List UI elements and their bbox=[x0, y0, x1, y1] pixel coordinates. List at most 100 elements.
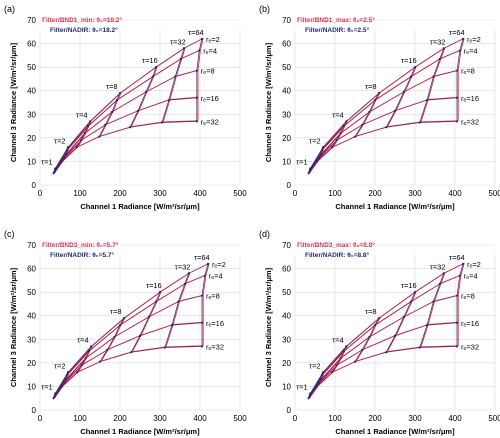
lut-node-marker bbox=[83, 132, 86, 135]
x-tick-label: 100 bbox=[73, 414, 87, 423]
tau-label: τ=16 bbox=[142, 56, 158, 65]
lut-node-marker bbox=[118, 324, 122, 327]
re-label: rₑ=4 bbox=[464, 272, 478, 281]
re-label: rₑ=8 bbox=[461, 292, 475, 301]
lut-node-marker bbox=[98, 360, 102, 363]
y-tick-label: 60 bbox=[27, 40, 36, 49]
lut-node-marker bbox=[174, 75, 177, 78]
tau-label: τ=32 bbox=[430, 37, 446, 46]
x-tick-label: 0 bbox=[38, 189, 43, 198]
lut-node-marker bbox=[342, 349, 345, 353]
chart-panel: (c)Filter/BND3_min: θ₀=5.7°Filter/NADIR:… bbox=[4, 229, 247, 436]
x-tick-label: 300 bbox=[153, 189, 167, 198]
lut-node-marker bbox=[52, 397, 55, 400]
panel-label: (b) bbox=[259, 4, 270, 14]
lut-node-marker bbox=[455, 120, 459, 123]
lut-node-marker bbox=[60, 385, 64, 388]
x-tick-label: 300 bbox=[408, 189, 422, 198]
y-tick-label: 20 bbox=[27, 134, 36, 143]
lut-node-marker bbox=[442, 272, 445, 275]
re-label: rₑ=2 bbox=[212, 260, 226, 269]
lut-node-marker bbox=[432, 300, 435, 303]
lut-node-marker bbox=[122, 316, 126, 320]
y-tick-label: 40 bbox=[27, 87, 36, 96]
lut-node-marker bbox=[455, 294, 459, 297]
lut-node-marker bbox=[425, 324, 429, 327]
tau-label: τ=64 bbox=[188, 28, 204, 37]
lut-node-marker bbox=[203, 274, 206, 277]
lut-node-marker bbox=[98, 135, 101, 138]
panel-label: (a) bbox=[4, 4, 15, 14]
re-label: rₑ=2 bbox=[206, 35, 220, 44]
lut-node-marker bbox=[418, 346, 421, 349]
y-tick-label: 40 bbox=[282, 87, 291, 96]
lut-node-marker bbox=[154, 66, 158, 69]
re-label: rₑ=16 bbox=[461, 94, 479, 103]
y-tick-label: 10 bbox=[27, 382, 36, 391]
re-curve-red bbox=[309, 345, 459, 398]
tau-label: τ=4 bbox=[77, 335, 89, 344]
lut-node-marker bbox=[331, 371, 334, 374]
lut-node-marker bbox=[315, 160, 319, 163]
lut-node-marker bbox=[321, 148, 324, 151]
x-tick-label: 0 bbox=[293, 414, 298, 423]
tau-label: τ=16 bbox=[146, 281, 162, 290]
lut-node-marker bbox=[455, 69, 459, 72]
re-curve-blue bbox=[309, 322, 458, 398]
x-tick-label: 100 bbox=[73, 189, 87, 198]
lut-node-marker bbox=[409, 300, 413, 303]
lut-node-marker bbox=[432, 75, 435, 78]
re-curve-red bbox=[54, 345, 204, 398]
re-curve-blue bbox=[308, 121, 458, 174]
re-curve-blue bbox=[308, 346, 458, 399]
lut-node-marker bbox=[438, 282, 441, 285]
tau-label: τ=4 bbox=[332, 335, 344, 344]
lut-node-marker bbox=[62, 381, 66, 384]
lut-node-marker bbox=[60, 160, 64, 163]
lut-node-marker bbox=[321, 371, 325, 374]
re-label: rₑ=32 bbox=[461, 117, 479, 126]
lut-node-marker bbox=[353, 360, 357, 363]
lut-node-marker bbox=[385, 351, 388, 354]
lut-node-marker bbox=[393, 109, 397, 112]
y-tick-label: 0 bbox=[32, 181, 37, 190]
lut-node-marker bbox=[307, 172, 310, 175]
tau-label: τ=1 bbox=[296, 158, 308, 167]
re-curve-red bbox=[56, 274, 207, 395]
lut-node-marker bbox=[413, 66, 417, 69]
legend-entry-blue: Filter/NADIR: θ₀=8.8° bbox=[305, 251, 370, 259]
lut-node-marker bbox=[147, 315, 150, 318]
lut-node-marker bbox=[409, 75, 413, 78]
lut-node-marker bbox=[118, 91, 122, 95]
y-tick-label: 0 bbox=[32, 406, 37, 415]
lut-node-marker bbox=[315, 385, 319, 388]
tau-curve-red bbox=[420, 272, 446, 348]
lut-node-marker bbox=[80, 364, 83, 367]
lut-node-marker bbox=[88, 120, 92, 123]
lut-node-marker bbox=[458, 49, 461, 52]
y-axis-label: Channel 3 Radiance [W/m²/sr/μm] bbox=[9, 42, 18, 162]
y-tick-label: 30 bbox=[282, 110, 291, 119]
y-axis-label: Channel 3 Radiance [W/m²/sr/μm] bbox=[264, 42, 273, 162]
lut-node-marker bbox=[368, 335, 371, 339]
re-label: rₑ=2 bbox=[467, 35, 481, 44]
re-label: rₑ=8 bbox=[201, 67, 215, 76]
re-curve-red bbox=[56, 49, 201, 170]
lut-node-marker bbox=[319, 153, 323, 156]
tau-label: τ=32 bbox=[170, 37, 186, 46]
re-label: rₑ=16 bbox=[206, 319, 224, 328]
lut-node-marker bbox=[183, 282, 186, 285]
x-axis-label: Channel 1 Radiance [W/m²/sr/μm] bbox=[335, 202, 455, 211]
lut-node-marker bbox=[158, 291, 162, 294]
lut-node-marker bbox=[177, 300, 180, 303]
y-tick-label: 60 bbox=[282, 265, 291, 274]
lut-node-marker bbox=[455, 96, 459, 99]
lut-node-marker bbox=[307, 397, 310, 400]
tau-label: τ=32 bbox=[175, 262, 191, 271]
lut-node-marker bbox=[136, 109, 140, 112]
lut-node-marker bbox=[402, 90, 405, 93]
lut-node-marker bbox=[106, 348, 109, 351]
x-axis-label: Channel 1 Radiance [W/m²/sr/μm] bbox=[335, 427, 455, 436]
y-tick-label: 40 bbox=[27, 312, 36, 321]
lut-node-marker bbox=[138, 334, 142, 337]
